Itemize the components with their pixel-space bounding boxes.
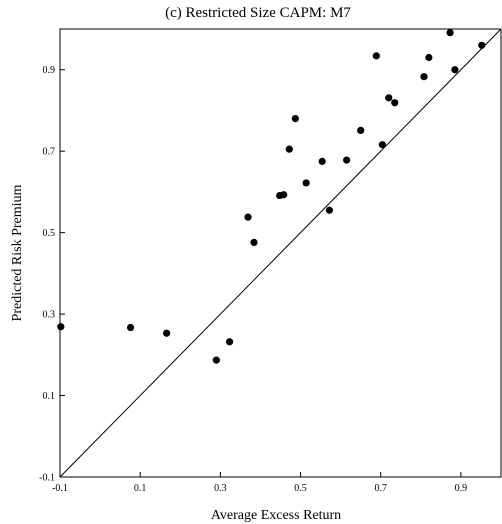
y-axis: -0.1 0.1 0.3 0.5 0.7 0.9 [39,65,65,484]
scatter-point [280,191,288,199]
plot-frame [59,28,502,478]
scatter-point [385,94,393,102]
scatter-point [244,213,252,221]
scatter-point [391,99,399,107]
y-axis-label: Predicted Risk Premium [10,184,25,321]
scatter-point [325,206,334,214]
chart-title: (c) Restricted Size CAPM: M7 [165,5,351,21]
x-axis-label: Average Excess Return [211,508,341,523]
scatter-point [425,53,433,62]
reference-45-degree-line [59,28,502,478]
scatter-point [343,156,351,164]
x-tick-label: 0.1 [134,483,147,494]
x-tick-label: 0.7 [374,483,387,494]
data-points [57,29,486,364]
scatter-point [478,41,486,49]
scatter-point [420,73,428,81]
scatter-point [57,323,65,331]
scatter-point [378,141,386,149]
y-tick-label: 0.9 [43,65,56,76]
scatter-point [446,29,454,37]
scatter-point [163,329,171,337]
scatter-point [225,338,234,346]
scatter-point [212,356,220,364]
y-tick-label: -0.1 [39,473,55,484]
x-tick-label: -0.1 [52,483,68,494]
scatter-point [318,157,326,165]
y-tick-label: 0.5 [43,228,56,239]
y-tick-label: 0.3 [43,310,56,321]
x-tick-label: 0.3 [214,483,227,494]
x-tick-label: 0.5 [294,483,307,494]
scatter-point [357,126,365,135]
x-axis: -0.1 0.1 0.3 0.5 0.7 0.9 [52,472,467,494]
scatter-point [285,145,293,153]
scatter-point [451,66,459,74]
scatter-point [126,323,135,332]
x-tick-label: 0.9 [455,483,468,494]
y-tick-label: 0.1 [43,391,56,402]
y-tick-label: 0.7 [43,147,56,158]
scatter-point [302,179,310,187]
scatter-point [250,238,258,247]
scatter-point [291,115,299,123]
scatter-point [372,52,380,60]
